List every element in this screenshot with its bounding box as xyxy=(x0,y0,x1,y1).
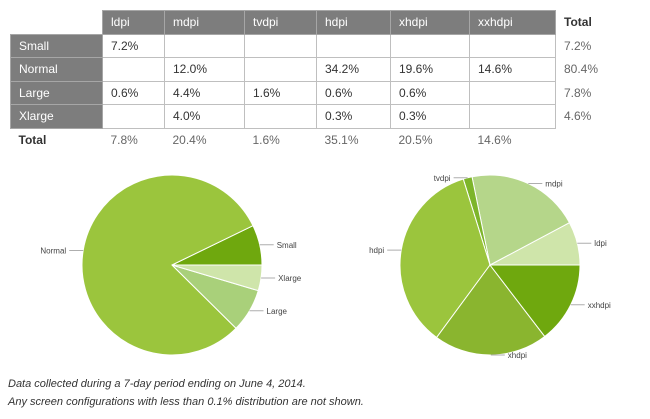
table-cell: 0.3% xyxy=(390,104,470,129)
row-total: 80.4% xyxy=(555,57,616,81)
column-header: hdpi xyxy=(316,10,391,35)
row-total: 7.8% xyxy=(555,81,616,105)
pie-slice-mdpi xyxy=(471,174,571,266)
row-header: Normal xyxy=(10,57,103,82)
pie-slice-normal xyxy=(81,174,254,356)
table-row: Xlarge 4.0% 0.3% 0.3% 4.6% xyxy=(10,104,616,129)
column-total: 35.1% xyxy=(316,128,391,152)
column-total: 1.6% xyxy=(244,128,317,152)
table-header-row: ldpi mdpi tvdpi hdpi xhdpi xxhdpi Total xyxy=(10,10,616,35)
table-cell: 34.2% xyxy=(316,57,391,82)
row-total: 7.2% xyxy=(555,34,616,58)
table-corner xyxy=(10,10,103,34)
row-total: 4.6% xyxy=(555,104,616,128)
column-total: 20.4% xyxy=(164,128,245,152)
slice-label: Normal xyxy=(40,246,66,255)
slice-label: xhdpi xyxy=(508,351,527,360)
column-total: 14.6% xyxy=(469,128,556,152)
table-cell: 7.2% xyxy=(102,33,165,58)
table-cell: 19.6% xyxy=(390,57,470,82)
table-cell: 12.0% xyxy=(164,57,245,82)
table-cell: 14.6% xyxy=(469,57,556,82)
table-cell: 0.6% xyxy=(102,80,165,105)
table-cell xyxy=(164,33,245,58)
table-row: Normal 12.0% 34.2% 19.6% 14.6% 80.4% xyxy=(10,57,616,82)
table-cell: 0.6% xyxy=(390,80,470,105)
slice-label: Xlarge xyxy=(278,274,302,283)
slice-label: mdpi xyxy=(545,180,563,189)
totals-row-label: Total xyxy=(10,128,103,152)
pie-slice-xxhdpi xyxy=(488,264,581,338)
pie-slice-hdpi xyxy=(399,178,491,339)
table-cell xyxy=(102,57,165,82)
slice-label: hdpi xyxy=(369,246,384,255)
table-cell xyxy=(244,33,317,58)
table-cell: 4.4% xyxy=(164,80,245,105)
footnote-date: Data collected during a 7-day period end… xyxy=(8,378,306,390)
distribution-table: ldpi mdpi tvdpi hdpi xhdpi xxhdpi Total … xyxy=(10,10,616,152)
table-cell xyxy=(102,104,165,129)
table-cell: 4.0% xyxy=(164,104,245,129)
table-cell: 0.3% xyxy=(316,104,391,129)
totals-row: Total 7.8% 20.4% 1.6% 35.1% 20.5% 14.6% xyxy=(10,128,616,152)
density-pie-chart: ldpi mdpi tvdpi hdpi xhdpi xxhdpi xyxy=(369,174,611,360)
table-row: Large 0.6% 4.4% 1.6% 0.6% 0.6% 7.8% xyxy=(10,80,616,105)
column-header: tvdpi xyxy=(244,10,317,35)
column-total: 7.8% xyxy=(102,128,165,152)
column-header: xhdpi xyxy=(390,10,470,35)
column-header: mdpi xyxy=(164,10,245,35)
row-header: Small xyxy=(10,33,103,58)
table-cell: 1.6% xyxy=(244,80,317,105)
table-cell xyxy=(390,33,470,58)
slice-label: ldpi xyxy=(594,239,607,248)
table-cell xyxy=(244,104,317,129)
slice-label: xxhdpi xyxy=(588,301,611,310)
slice-label: Small xyxy=(277,241,297,250)
slice-label: Large xyxy=(267,307,288,316)
footnote-threshold: Any screen configurations with less than… xyxy=(8,396,364,408)
column-header: xxhdpi xyxy=(469,10,556,35)
table-cell xyxy=(469,104,556,129)
table-cell xyxy=(244,57,317,82)
table-cell xyxy=(469,80,556,105)
table-cell: 0.6% xyxy=(316,80,391,105)
row-header: Xlarge xyxy=(10,104,103,129)
column-header: ldpi xyxy=(102,10,165,35)
screen-size-pie-chart: Small Normal Large Xlarge xyxy=(40,174,302,356)
table-cell xyxy=(469,33,556,58)
pie-slice-xlarge xyxy=(171,264,263,292)
slice-label: tvdpi xyxy=(434,174,451,183)
table-row: Small 7.2% 7.2% xyxy=(10,33,616,58)
total-column-header: Total xyxy=(555,10,616,34)
table-cell xyxy=(316,33,391,58)
row-header: Large xyxy=(10,80,103,105)
column-total: 20.5% xyxy=(390,128,470,152)
